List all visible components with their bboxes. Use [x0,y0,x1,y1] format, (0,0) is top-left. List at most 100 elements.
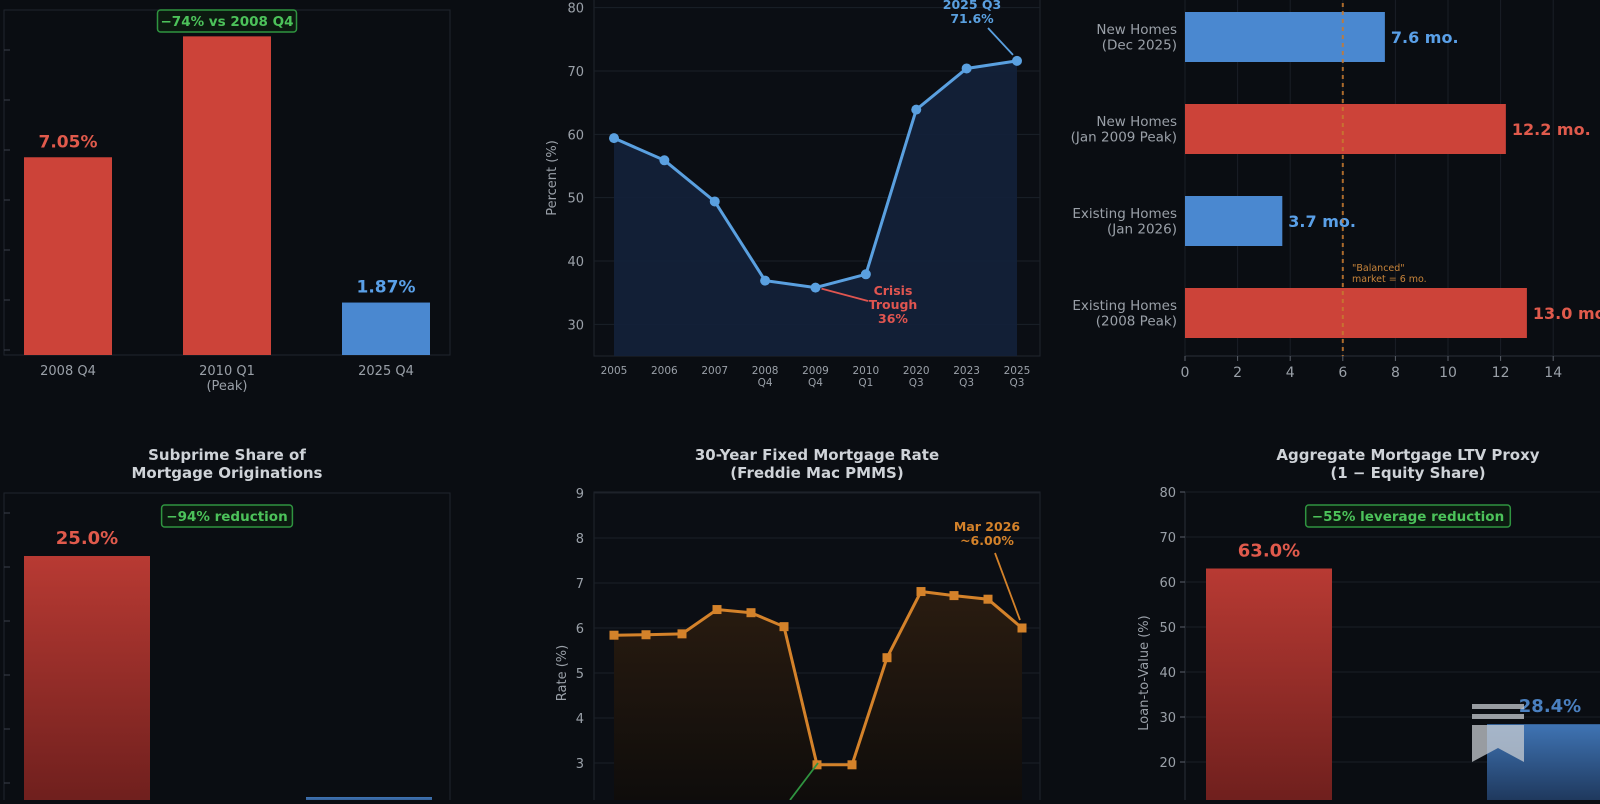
p2-xtick-label: 2010 Q1 [853,365,880,389]
p2-xtick-label: 2025 Q3 [1004,365,1031,389]
p5-point [712,605,722,615]
p6-ytick-label: 70 [1159,531,1176,546]
p5-point [847,760,857,770]
p3-reference-label: "Balanced" market = 6 mo. [1352,263,1427,285]
p2-ytick-label: 80 [567,2,584,17]
p6-badge: −55% leverage reduction [1312,509,1504,525]
p2-xtick-label: 2005 [601,365,628,377]
p2-annotation-arrow [987,27,1014,56]
p5-point [882,653,892,663]
p2-point [1012,55,1022,66]
p2-point [911,104,922,115]
p3-bar-label: 12.2 mo. [1512,120,1591,139]
p3-bar [1185,288,1527,338]
p3-xtick-label: 0 [1181,365,1190,381]
p4-bar-label: 25.0% [56,528,118,549]
p1-xtick-label: 2025 Q4 [358,364,414,379]
p3-bar [1185,104,1506,154]
p2-xtick-label: 2008 Q4 [752,365,779,389]
p5-point [677,629,687,639]
p4-badge: −94% reduction [166,509,287,525]
p6-title: Aggregate Mortgage LTV Proxy (1 − Equity … [1276,446,1539,482]
p5-point [779,622,789,632]
p2-point [760,275,771,286]
p1-bar-label: 7.05% [39,132,98,152]
p1-xtick-label: 2010 Q1 (Peak) [199,364,255,394]
p6-bar-label: 63.0% [1238,541,1300,562]
p2-point [609,133,619,144]
p4-badge-box [160,504,294,528]
p5-point [949,591,959,601]
p1-badge: −74% vs 2008 Q4 [160,14,293,30]
p2-ytick-label: 30 [567,318,584,333]
p5-ytick-label: 4 [576,712,584,727]
p2-point [659,155,670,166]
p6-ytick-label: 30 [1159,711,1176,726]
p5-low-arrow [789,762,819,801]
p2-point [810,282,821,293]
p6-ytick-label: 40 [1159,666,1176,681]
p3-xtick-label: 14 [1544,365,1562,381]
p4-axes [3,492,451,804]
p5-ytick-label: 9 [576,487,584,502]
p1-bar [183,36,271,356]
p2-xtick-label: 2020 Q3 [903,365,930,389]
p2-ytick-label: 40 [567,255,584,270]
p2-ylabel: Percent (%) [545,140,560,216]
p5-annotation-arrow [994,552,1021,621]
p5-annotation: Mar 2026 ~6.00% [954,519,1020,548]
p2-annotation: Crisis Trough 36% [869,283,918,326]
p2-annotation-arrow [821,287,869,302]
p3-ytick-label: Existing Homes (Jan 2026) [1072,206,1177,238]
p3-xtick-label: 10 [1439,365,1457,381]
p5-ytick-label: 6 [576,622,584,637]
p2-ytick-label: 70 [567,65,584,80]
p2-point [961,63,972,74]
p3-xtick-label: 8 [1391,365,1400,381]
p3-ytick-label: New Homes (Dec 2025) [1096,22,1177,54]
p2-area [614,60,1017,356]
p6-ytick-label: 80 [1159,486,1176,501]
p2-xtick-label: 2009 Q4 [802,365,829,389]
p5-title: 30-Year Fixed Mortgage Rate (Freddie Mac … [695,446,939,482]
p3-bar-label: 13.0 mo [1533,304,1600,323]
p2-point [860,269,871,280]
p6-bar-label: 28.4% [1519,696,1581,717]
p5-point [983,594,993,604]
p3-xtick-label: 4 [1286,365,1295,381]
p2-xtick-label: 2007 [701,365,728,377]
p5-point [609,630,619,640]
p3-xtick-label: 12 [1492,365,1510,381]
p2-annotation: 2025 Q3 71.6% [943,0,1001,26]
p3-bar [1185,12,1385,62]
p5-point [641,630,651,640]
p3-xtick-label: 2 [1233,365,1242,381]
p6-ytick-label: 50 [1159,621,1176,636]
p3-ytick-label: New Homes (Jan 2009 Peak) [1071,114,1177,146]
p5-point [916,587,926,597]
p4-title: Subprime Share of Mortgage Originations [132,446,323,482]
p5-area [614,591,1022,804]
p5-ytick-label: 7 [576,577,584,592]
p4-bar [24,556,150,804]
p6-badge-box [1304,504,1512,528]
p6-bar [1206,568,1332,804]
p2-xtick-label: 2006 [651,365,678,377]
p2-ytick-label: 60 [567,128,584,143]
p1-bar [24,157,112,355]
p2-xtick-label: 2023 Q3 [953,365,980,389]
p5-ytick-label: 5 [576,667,584,682]
p5-ytick-label: 3 [576,757,584,772]
p6-ytick-label: 20 [1159,756,1176,771]
p3-ytick-label: Existing Homes (2008 Peak) [1072,298,1177,330]
p2-ytick-label: 50 [567,192,584,207]
p5-point [746,608,756,618]
p3-bar-label: 7.6 mo. [1391,28,1459,47]
p3-xtick-label: 6 [1338,365,1347,381]
p5-ylabel: Rate (%) [555,645,570,701]
p1-bar-label: 1.87% [357,278,416,298]
p1-bar [342,302,430,355]
bookmark-icon[interactable] [1468,700,1528,770]
